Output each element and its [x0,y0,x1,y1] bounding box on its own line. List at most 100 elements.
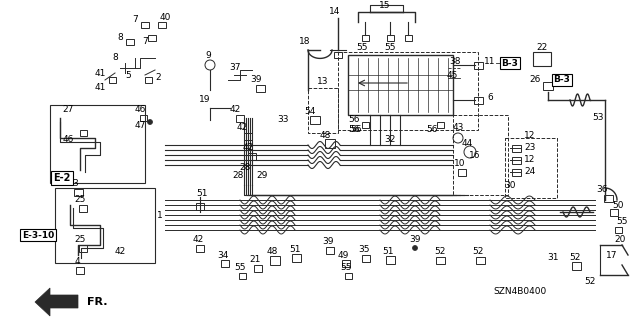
Text: 25: 25 [74,235,86,244]
Text: 33: 33 [277,115,289,124]
Text: 32: 32 [384,136,396,145]
Text: 5: 5 [125,70,131,79]
Text: 52: 52 [584,278,596,286]
Circle shape [413,246,417,250]
Bar [404,35,412,41]
Bar [140,115,147,121]
Bar [55,188,155,263]
Text: E-3-10: E-3-10 [22,231,54,240]
Text: 44: 44 [461,138,472,147]
Text: 4: 4 [74,257,80,266]
Polygon shape [35,288,78,316]
Text: 36: 36 [596,186,608,195]
Bar [543,82,553,90]
Text: 42: 42 [236,123,248,132]
Bar [436,122,444,128]
Bar [221,259,229,266]
Text: 23: 23 [524,144,536,152]
Circle shape [147,120,152,124]
Text: 25: 25 [74,196,86,204]
Bar [270,256,280,264]
Bar [511,168,520,175]
Bar [458,168,466,175]
Bar [148,35,156,41]
Bar [385,256,394,264]
Text: 48: 48 [266,248,278,256]
Text: 54: 54 [304,108,316,116]
Text: 8: 8 [117,33,123,42]
Text: 34: 34 [218,250,228,259]
Text: 8: 8 [112,54,118,63]
Text: 7: 7 [142,38,148,47]
Text: 41: 41 [94,70,106,78]
Text: 24: 24 [524,167,536,176]
Text: 56: 56 [426,125,438,135]
Bar [610,209,618,216]
Bar [141,22,149,28]
Text: 47: 47 [134,121,146,130]
Bar [362,35,369,41]
Text: 56: 56 [348,115,360,124]
Text: 51: 51 [289,246,301,255]
Text: 39: 39 [323,238,333,247]
Text: 51: 51 [382,248,394,256]
Text: 21: 21 [250,256,260,264]
Text: 18: 18 [300,38,311,47]
Bar [338,52,478,130]
Text: 16: 16 [469,151,481,160]
Bar [533,52,551,66]
Text: 19: 19 [199,95,211,105]
Bar [453,115,508,195]
Text: 42: 42 [115,248,125,256]
Text: 11: 11 [484,57,496,66]
Bar [145,77,152,83]
Bar [604,195,612,202]
Bar [308,88,338,133]
Bar [362,122,369,128]
Bar [79,130,86,136]
Text: 30: 30 [504,181,516,189]
Text: 15: 15 [380,1,391,10]
Bar [505,138,557,198]
Text: B-3: B-3 [502,58,518,68]
Bar [348,55,453,115]
Bar [342,259,350,266]
Text: 6: 6 [487,93,493,101]
Text: 20: 20 [614,235,626,244]
Text: FR.: FR. [87,297,108,307]
Text: 22: 22 [536,43,548,53]
Text: 51: 51 [196,189,208,197]
Text: SZN4B0400: SZN4B0400 [493,287,547,296]
Text: 42: 42 [229,106,241,115]
Bar [158,22,166,28]
Bar [248,152,256,160]
Text: 39: 39 [250,76,262,85]
Bar [476,256,484,263]
Text: B-3: B-3 [554,76,570,85]
Bar [435,256,445,263]
Text: 46: 46 [134,106,146,115]
Text: 55: 55 [234,263,246,272]
Text: 9: 9 [205,50,211,60]
Text: 28: 28 [232,170,244,180]
Text: 29: 29 [256,170,268,180]
Bar [50,105,145,183]
Bar [387,35,394,41]
Text: 49: 49 [337,250,349,259]
Text: 13: 13 [317,78,329,86]
Text: 55: 55 [356,42,368,51]
Bar [474,97,483,103]
Text: 2: 2 [155,73,161,83]
Text: 3: 3 [72,180,78,189]
Bar [239,273,246,279]
Text: 55: 55 [384,42,396,51]
Bar [74,189,83,196]
Text: 56: 56 [350,125,362,135]
Bar [326,247,334,254]
Text: 52: 52 [570,254,580,263]
Bar [255,85,264,92]
Bar [511,145,520,152]
Text: 53: 53 [592,114,604,122]
Text: 52: 52 [435,248,445,256]
Bar [362,255,370,262]
